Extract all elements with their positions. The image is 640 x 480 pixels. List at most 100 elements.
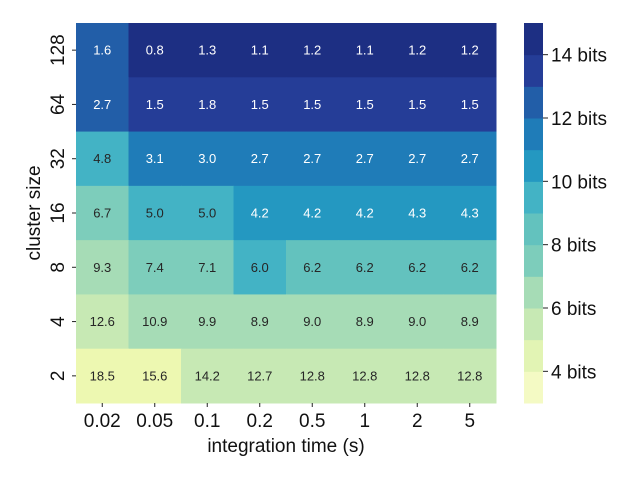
cell-value-label: 12.7 <box>247 368 272 383</box>
heatmap-cell <box>76 348 129 404</box>
cell-value-label: 2.7 <box>303 151 321 166</box>
heatmap-cell <box>233 240 287 295</box>
cell-value-label: 7.1 <box>198 260 216 275</box>
heatmap-cell <box>128 131 182 187</box>
x-tick-label: 0.5 <box>299 411 325 432</box>
heatmap-cell <box>391 23 444 78</box>
colorbar-tick-label: 8 bits <box>551 236 596 257</box>
colorbar-ticks: 4 bits 6 bits 8 bits 10 bits 12 bits 14 bits <box>543 46 607 383</box>
heatmap-cell <box>443 131 497 187</box>
y-tick-label: 8 <box>48 262 69 273</box>
cell-value-label: 4.3 <box>408 206 426 221</box>
cell-value-label: 9.3 <box>93 260 111 275</box>
heatmap-cell <box>286 77 339 133</box>
heatmap-cell <box>181 240 234 295</box>
cell-value-label: 1.5 <box>303 97 321 112</box>
heatmap-cell <box>338 23 392 78</box>
cell-value-label: 1.3 <box>198 43 216 58</box>
heatmap-cell <box>76 23 129 78</box>
heatmap-cell <box>181 77 234 133</box>
cell-value-label: 1.5 <box>356 97 374 112</box>
heatmap-cell <box>181 131 234 187</box>
cell-value-label: 6.7 <box>93 206 111 221</box>
cell-value-label: 1.8 <box>198 97 216 112</box>
heatmap-cell <box>128 294 182 350</box>
heatmap-cell <box>338 348 392 404</box>
heatmap-cell <box>233 23 287 78</box>
colorbar-segment <box>524 213 543 246</box>
heatmap-cell <box>233 294 287 350</box>
heatmap-cell <box>76 185 129 241</box>
colorbar-segment <box>524 276 543 309</box>
x-axis-label: integration time (s) <box>207 436 364 457</box>
heatmap-cell <box>338 77 392 133</box>
y-tick-label: 128 <box>48 34 69 66</box>
cell-value-label: 1.5 <box>251 97 269 112</box>
colorbar-segment <box>524 339 543 372</box>
x-axis-ticks: 0.02 0.05 0.1 0.2 0.5 1 2 5 <box>84 403 475 432</box>
heatmap-cell <box>391 348 444 404</box>
cell-value-label: 9.0 <box>303 314 321 329</box>
y-axis-ticks: 128 64 32 16 8 4 2 <box>48 34 76 381</box>
x-tick-label: 0.1 <box>194 411 220 432</box>
cell-value-label: 6.2 <box>408 260 426 275</box>
cell-value-label: 9.9 <box>198 314 216 329</box>
cell-value-label: 14.2 <box>195 368 220 383</box>
heatmap-cell <box>286 23 339 78</box>
y-tick-label: 2 <box>48 371 69 382</box>
colorbar-tick-label: 6 bits <box>551 299 596 320</box>
cell-value-label: 8.9 <box>251 314 269 329</box>
cell-value-label: 1.5 <box>146 97 164 112</box>
cell-value-label: 12.8 <box>405 368 430 383</box>
cell-value-label: 6.2 <box>461 260 479 275</box>
x-tick-label: 5 <box>464 411 475 432</box>
x-tick-label: 0.05 <box>136 411 173 432</box>
colorbar-segment <box>524 23 543 56</box>
heatmap-cell <box>128 240 182 295</box>
cell-value-label: 2.7 <box>408 151 426 166</box>
cell-value-label: 0.8 <box>146 43 164 58</box>
y-tick-label: 4 <box>48 316 69 327</box>
heatmap-cell <box>338 131 392 187</box>
y-tick-label: 32 <box>48 148 69 169</box>
cell-value-label: 4.8 <box>93 151 111 166</box>
heatmap-cell <box>233 185 287 241</box>
cell-value-label: 2.7 <box>461 151 479 166</box>
cell-value-label: 1.2 <box>303 43 321 58</box>
x-tick-label: 1 <box>359 411 370 432</box>
cell-value-label: 7.4 <box>146 260 164 275</box>
cell-value-label: 6.2 <box>356 260 374 275</box>
heatmap-cell <box>233 348 287 404</box>
colorbar-segment <box>524 149 543 182</box>
colorbar-tick-label: 14 bits <box>551 46 607 67</box>
heatmap-cell <box>181 348 234 404</box>
colorbar-tick-label: 12 bits <box>551 109 607 130</box>
cell-value-label: 1.1 <box>251 43 269 58</box>
heatmap-cell <box>76 77 129 133</box>
cell-value-label: 5.0 <box>146 206 164 221</box>
heatmap-cell <box>443 294 497 350</box>
colorbar <box>524 23 543 404</box>
cell-value-label: 12.8 <box>457 368 482 383</box>
heatmap-cell <box>128 348 182 404</box>
x-tick-label: 2 <box>412 411 423 432</box>
heatmap-cell <box>443 185 497 241</box>
heatmap-cell <box>181 185 234 241</box>
heatmap-cell <box>286 240 339 295</box>
colorbar-tick-label: 4 bits <box>551 362 596 383</box>
colorbar-segment <box>524 244 543 277</box>
heatmap-cell <box>391 77 444 133</box>
heatmap-cell <box>286 294 339 350</box>
cell-value-label: 8.9 <box>461 314 479 329</box>
cell-value-label: 12.8 <box>300 368 325 383</box>
heatmap-cell <box>76 294 129 350</box>
heatmap-cell <box>338 185 392 241</box>
cell-value-label: 2.7 <box>356 151 374 166</box>
cell-value-label: 1.5 <box>461 97 479 112</box>
heatmap-cell <box>391 294 444 350</box>
heatmap-cells <box>76 23 497 404</box>
heatmap-cell <box>76 131 129 187</box>
heatmap-cell <box>338 240 392 295</box>
y-tick-label: 64 <box>48 93 69 115</box>
